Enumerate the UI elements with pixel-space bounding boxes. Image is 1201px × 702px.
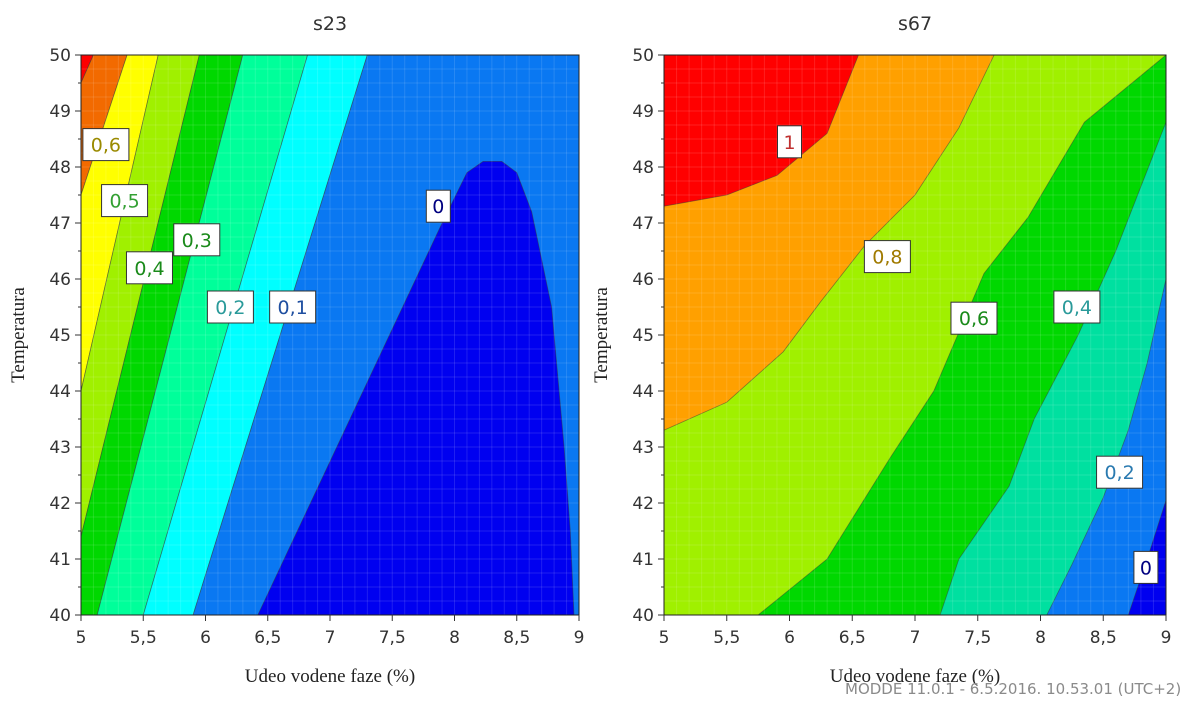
contour-region <box>1127 500 1166 615</box>
contour-region <box>257 160 575 615</box>
contour-label-box <box>125 251 173 285</box>
x-tick-label: 5,5 <box>713 628 740 648</box>
y-tick-label: 48 <box>632 158 654 178</box>
y-tick-label: 40 <box>49 606 71 626</box>
contour-label-text: 1 <box>783 132 795 154</box>
contour-label: 0,2 <box>206 290 254 324</box>
contour-region <box>142 55 368 615</box>
y-tick-label: 45 <box>49 326 71 346</box>
contour-label-box <box>173 223 221 257</box>
grid <box>664 55 1166 615</box>
x-tick-label: 8 <box>449 628 460 648</box>
contour-label: 0,6 <box>950 301 998 335</box>
y-tick-label: 41 <box>49 550 71 570</box>
x-tick-label: 6 <box>784 628 795 648</box>
contour-panel-s67: 5 5,5 6 6,5 7 7,5 8 8,5 9 40 41 42 43 44 45 46 47 48 49 50 s… <box>591 13 1171 687</box>
grid <box>81 55 579 615</box>
contour-label-box <box>101 184 149 218</box>
y-tick-label: 42 <box>49 494 71 514</box>
contour-label-text: 0 <box>432 196 444 218</box>
contour-label: 0,4 <box>125 251 173 285</box>
contour-label-text: 0,4 <box>1062 297 1092 319</box>
y-tick-label: 47 <box>49 214 71 234</box>
x-axis-label: Udeo vodene faze (%) <box>245 666 415 687</box>
contour-label-text: 0,6 <box>91 135 121 157</box>
y-tick-label: 43 <box>632 438 654 458</box>
contour-regions <box>664 55 1166 615</box>
y-tick-label: 46 <box>49 270 71 290</box>
contour-label: 0,1 <box>269 290 317 324</box>
contour-label-text: 0,2 <box>1104 462 1134 484</box>
x-tick-label: 9 <box>1161 628 1172 648</box>
contour-regions <box>81 55 579 615</box>
contour-label-box <box>425 189 451 223</box>
x-tick-label: 8,5 <box>1090 628 1117 648</box>
contour-label: 1 <box>777 125 802 159</box>
contour-label-text: 0,3 <box>182 230 212 252</box>
x-tick-label: 7,5 <box>964 628 991 648</box>
contour-label-text: 0,6 <box>959 308 989 330</box>
contour-label-box <box>206 290 254 324</box>
contour-label: 0 <box>425 189 451 223</box>
x-tick-label: 7 <box>910 628 921 648</box>
y-tick-label: 41 <box>632 550 654 570</box>
contour-label-text: 0 <box>1140 557 1152 579</box>
x-tick-label: 7 <box>325 628 336 648</box>
contour-label-box <box>863 240 911 274</box>
contour-label-box <box>82 128 130 162</box>
contour-label-text: 0,4 <box>134 258 164 280</box>
contour-label-box <box>1096 455 1144 489</box>
y-tick-label: 44 <box>49 382 71 402</box>
y-tick-label: 49 <box>49 102 71 122</box>
x-tick-label: 5,5 <box>130 628 157 648</box>
x-tick-label: 8 <box>1035 628 1046 648</box>
y-tick-label: 43 <box>49 438 71 458</box>
x-tick-label: 7,5 <box>379 628 406 648</box>
y-tick-label: 48 <box>49 158 71 178</box>
x-tick-label: 5 <box>659 628 670 648</box>
contour-panel-s23: 5 5,5 6 6,5 7 7,5 8 8,5 9 40 41 42 43 44 45 46 47 48 49 50 s… <box>8 13 584 687</box>
y-axis-label: Temperatura <box>591 287 612 383</box>
chart-title: s23 <box>313 13 347 35</box>
contour-label-box <box>1133 550 1159 584</box>
footer-text: MODDE 11.0.1 - 6.5.2016. 10.53.01 (UTC+2… <box>845 680 1182 698</box>
x-tick-label: 5 <box>76 628 87 648</box>
contour-region <box>1046 278 1166 615</box>
contour-label: 0,8 <box>863 240 911 274</box>
y-tick-label: 46 <box>632 270 654 290</box>
contour-label-box <box>777 125 802 159</box>
contour-label-box <box>1053 290 1101 324</box>
contour-label: 0,5 <box>101 184 149 218</box>
contour-label: 0,6 <box>82 128 130 162</box>
contour-label: 0 <box>1133 550 1159 584</box>
contour-label: 0,4 <box>1053 290 1101 324</box>
contour-label-text: 0,1 <box>278 297 308 319</box>
chart-title: s67 <box>898 13 932 35</box>
contour-label-text: 0,8 <box>872 247 902 269</box>
contour-label-text: 0,5 <box>109 191 139 213</box>
y-tick-label: 42 <box>632 494 654 514</box>
y-tick-label: 50 <box>49 46 71 66</box>
contour-region <box>664 55 859 207</box>
y-tick-label: 44 <box>632 382 654 402</box>
x-tick-label: 9 <box>574 628 585 648</box>
y-tick-label: 47 <box>632 214 654 234</box>
x-tick-label: 6,5 <box>839 628 866 648</box>
y-tick-label: 40 <box>632 606 654 626</box>
y-tick-label: 50 <box>632 46 654 66</box>
y-tick-label: 45 <box>632 326 654 346</box>
x-tick-label: 6 <box>200 628 211 648</box>
contour-label-box <box>950 301 998 335</box>
contour-label-text: 0,2 <box>215 297 245 319</box>
y-axis-label: Temperatura <box>8 287 29 383</box>
y-tick-label: 49 <box>632 102 654 122</box>
contour-label-box <box>269 290 317 324</box>
x-axis-label: Udeo vodene faze (%) <box>830 666 1000 687</box>
x-tick-label: 8,5 <box>503 628 530 648</box>
x-tick-label: 6,5 <box>254 628 281 648</box>
contour-label: 0,3 <box>173 223 221 257</box>
contour-label: 0,2 <box>1096 455 1144 489</box>
